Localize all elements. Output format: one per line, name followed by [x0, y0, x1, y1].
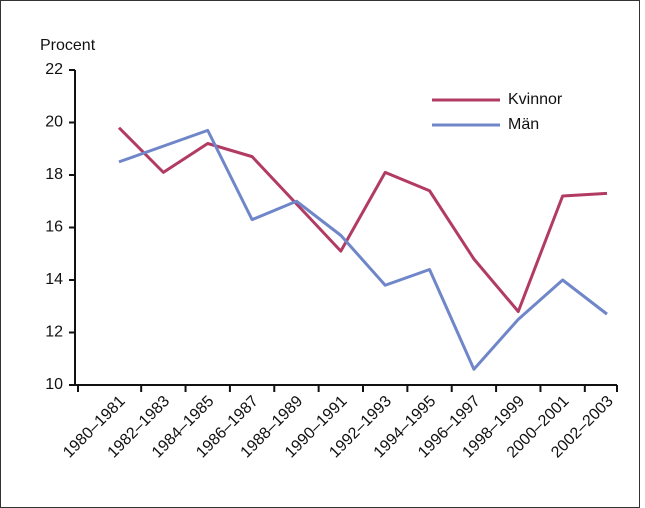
- y-tick-label: 22: [45, 61, 63, 78]
- series-line: [117, 126, 608, 313]
- y-tick-label: 20: [45, 114, 63, 131]
- y-tick-label: 12: [45, 324, 63, 341]
- legend-label: Män: [508, 116, 539, 133]
- legend-label: Kvinnor: [508, 91, 563, 108]
- y-tick-label: 14: [45, 271, 63, 288]
- y-tick-label: 10: [45, 376, 63, 393]
- y-tick-label: 18: [45, 166, 63, 183]
- y-tick-label: 16: [45, 219, 63, 236]
- series-line: [118, 128, 608, 371]
- y-axis-label: Procent: [40, 37, 96, 54]
